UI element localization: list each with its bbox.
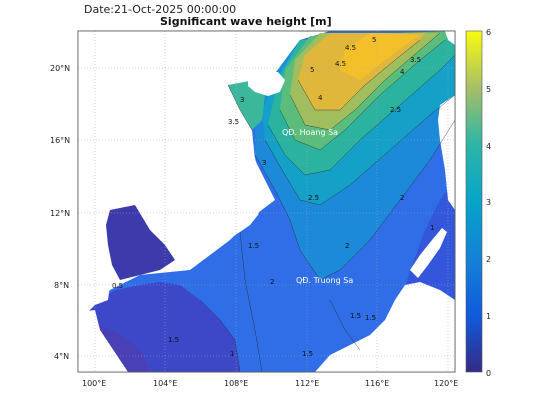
- date-label: Date:21-Oct-2025 00:00:00: [84, 3, 237, 16]
- contour-label-3: 3: [240, 96, 244, 104]
- contour-label-0-5: 0.5: [112, 282, 123, 290]
- x-tick-100: 100°E: [82, 379, 106, 388]
- band-tonkin: [228, 80, 265, 130]
- colorbar: 6 5 4 3 2 1 0: [465, 28, 491, 378]
- contour-label-3-coast: 3: [262, 159, 266, 167]
- contour-label-4-5: 4.5: [335, 60, 346, 68]
- contour-label-1b: 1: [430, 224, 434, 232]
- land-luzon: [438, 95, 455, 210]
- land-palawan: [410, 228, 447, 278]
- land-indochina: [78, 82, 262, 312]
- map-layers: 5 4.5 4.5 4 3.5 5 4 3.5 3 2.5 3 2.5 2 1.…: [78, 31, 455, 372]
- land-hainan: [248, 72, 285, 96]
- x-tick-104: 104°E: [153, 379, 177, 388]
- land-taiwan: [445, 31, 455, 45]
- contour-label-2-5b: 2.5: [308, 194, 319, 202]
- y-tick-4: 4°N: [54, 352, 69, 361]
- land-china: [78, 31, 300, 84]
- place-label-truong-sa: QĐ. Truong Sa: [296, 276, 353, 285]
- contour-label-1-5e: 1.5: [168, 336, 179, 344]
- contour-label-1-5b: 1.5: [350, 312, 361, 320]
- contour-label-1-5: 1.5: [248, 242, 259, 250]
- contour-label-1: 1: [230, 350, 234, 358]
- contour-label-5: 5: [372, 36, 376, 44]
- colorbar-tick-2: 2: [486, 255, 491, 264]
- y-tick-8: 8°N: [54, 281, 69, 290]
- contour-label-1-5c: 1.5: [365, 314, 376, 322]
- x-tick-112: 112°E: [295, 379, 319, 388]
- contour-label-2c: 2: [345, 242, 349, 250]
- land-borneo: [315, 282, 455, 372]
- contour-label-1-5d: 1.5: [302, 350, 313, 358]
- y-tick-16: 16°N: [50, 136, 70, 145]
- colorbar-tick-6: 6: [486, 28, 491, 37]
- contour-label-5b: 5: [310, 66, 314, 74]
- colorbar-tick-3: 3: [486, 198, 491, 207]
- contour-lines: [199, 32, 455, 372]
- x-tick-116: 116°E: [365, 379, 389, 388]
- land-malay: [78, 310, 128, 372]
- x-tick-120: 120°E: [434, 379, 458, 388]
- x-axis: 100°E 104°E 108°E 112°E 116°E 120°E: [82, 379, 458, 388]
- contour-label-2-5: 2.5: [390, 106, 401, 114]
- contour-label-2b: 2: [270, 278, 274, 286]
- plot-title: Significant wave height [m]: [160, 15, 332, 28]
- contour-label-2: 2: [400, 194, 404, 202]
- contour-label-3-5: 3.5: [410, 56, 421, 64]
- colorbar-tick-4: 4: [486, 142, 491, 151]
- colorbar-gradient: [465, 30, 483, 373]
- colorbar-tick-5: 5: [486, 85, 491, 94]
- contour-label-3-5-tonkin: 3.5: [228, 118, 239, 126]
- contour-label-4b: 4: [318, 94, 323, 102]
- y-axis: 20°N 16°N 12°N 8°N 4°N: [50, 64, 70, 361]
- contour-label-4-5-top: 4.5: [345, 44, 356, 52]
- colorbar-tick-1: 1: [486, 312, 491, 321]
- colorbar-tick-0: 0: [486, 369, 491, 378]
- x-tick-108: 108°E: [224, 379, 248, 388]
- sea-gulf-thailand: [106, 205, 175, 280]
- y-tick-12: 12°N: [50, 209, 70, 218]
- contour-label-4: 4: [400, 68, 405, 76]
- place-label-hoang-sa: QĐ. Hoang Sa: [282, 128, 338, 137]
- y-tick-20: 20°N: [50, 64, 70, 73]
